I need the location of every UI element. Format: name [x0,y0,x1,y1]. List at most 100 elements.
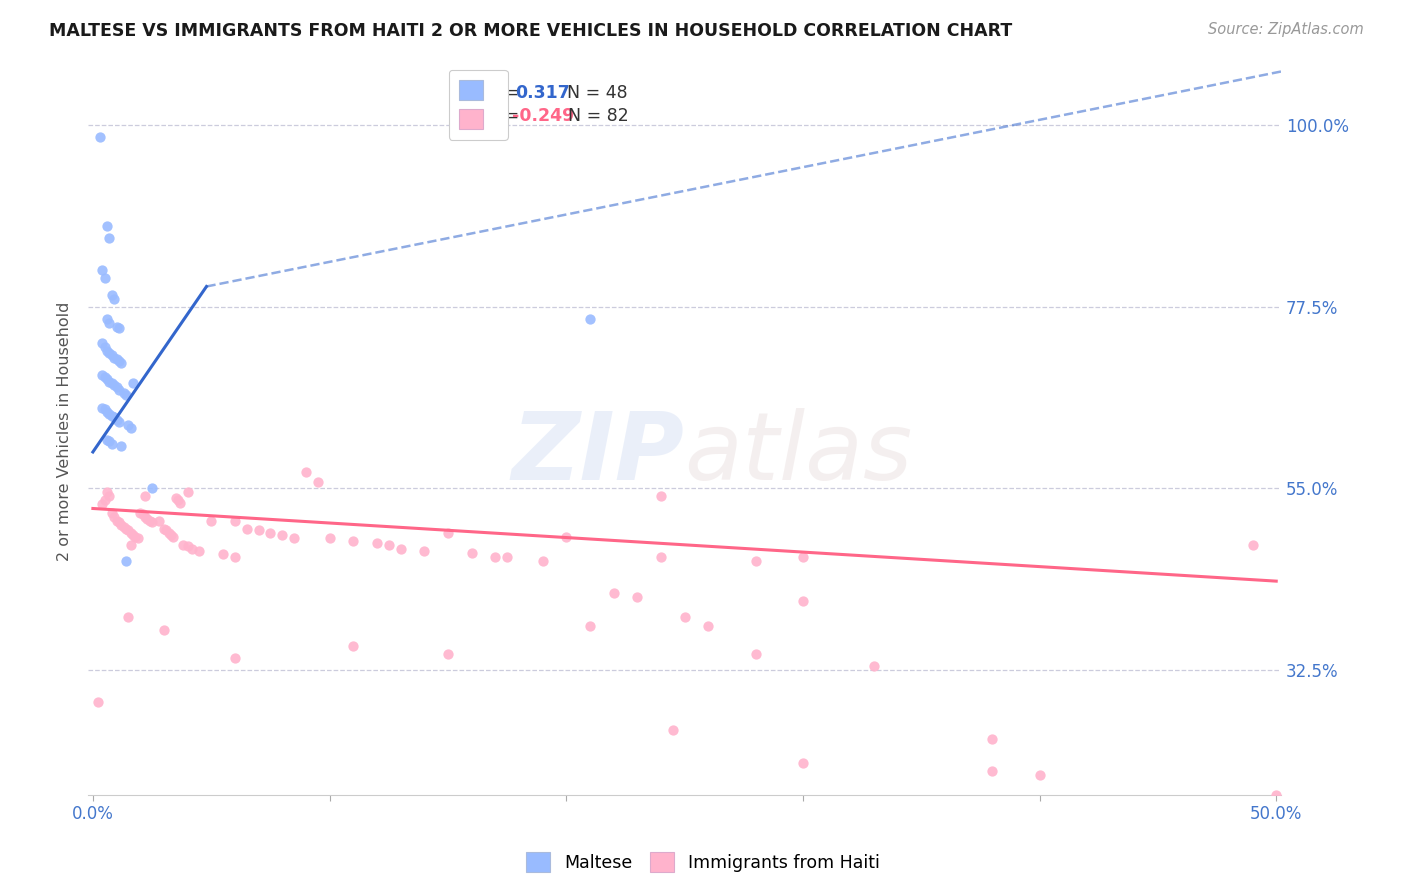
Point [120,421,142,435]
Point [744,647,766,661]
Point [101,437,124,451]
Point [96,344,118,359]
Point [181,541,204,556]
Point [101,409,124,423]
Point [120,538,142,552]
Point [98,231,121,245]
Point [1241,538,1264,552]
Point [212,548,235,562]
Point [101,348,124,362]
Point [1265,788,1288,802]
Point [105,319,128,334]
Point [120,525,142,540]
Point [103,410,125,425]
Point [377,538,399,552]
Text: N = 82: N = 82 [557,107,628,126]
Point [105,514,128,528]
Point [224,650,246,665]
Point [93,402,115,417]
Point [366,536,388,550]
Point [91,263,114,277]
Point [141,515,163,529]
Point [437,525,460,540]
Text: R =: R = [486,107,524,126]
Point [103,351,125,365]
Point [101,376,124,391]
Point [91,498,114,512]
Point [271,528,294,542]
Point [93,493,115,508]
Text: R =: R = [486,84,530,103]
Point [160,528,183,542]
Point [91,368,114,383]
Point [650,549,672,564]
Point [110,439,132,453]
Point [247,523,270,537]
Point [602,586,624,600]
Point [98,407,121,421]
Point [1028,768,1050,782]
Point [110,517,132,532]
Point [96,485,118,500]
Point [96,433,118,447]
Point [124,530,146,544]
Point [96,219,118,233]
Point [863,659,886,673]
Text: -0.249: -0.249 [512,107,574,126]
Point [86,695,108,709]
Point [96,372,118,386]
Point [413,544,436,558]
Text: ZIP: ZIP [512,408,685,500]
Point [650,489,672,503]
Point [579,311,602,326]
Point [105,352,128,367]
Point [172,538,194,552]
Text: MALTESE VS IMMIGRANTS FROM HAITI 2 OR MORE VEHICLES IN HOUSEHOLD CORRELATION CHA: MALTESE VS IMMIGRANTS FROM HAITI 2 OR MO… [49,22,1012,40]
Point [108,353,131,368]
Text: 0.317: 0.317 [515,84,569,103]
Point [108,383,131,397]
Point [98,316,121,330]
Point [103,378,125,392]
Point [134,509,156,524]
Point [744,554,766,568]
Point [98,489,121,503]
Point [122,528,145,542]
Text: N = 48: N = 48 [555,84,627,103]
Point [224,514,246,528]
Point [295,465,318,479]
Point [98,375,121,389]
Point [96,311,118,326]
Point [165,491,187,505]
Point [93,340,115,354]
Point [141,481,163,495]
Point [136,512,159,526]
Point [155,523,177,537]
Point [127,532,149,546]
Point [108,321,131,335]
Point [235,522,257,536]
Point [673,610,696,624]
Point [103,292,125,306]
Point [153,623,176,637]
Point [153,522,176,536]
Point [437,647,460,661]
Point [101,287,124,301]
Point [981,731,1004,746]
Point [697,618,720,632]
Point [176,485,198,500]
Point [108,515,131,529]
Legend: Maltese, Immigrants from Haiti: Maltese, Immigrants from Haiti [519,845,887,879]
Point [105,380,128,394]
Point [115,388,138,402]
Point [96,404,118,418]
Point [112,386,135,401]
Point [460,546,482,560]
Point [117,418,139,433]
Point [115,554,138,568]
Point [89,130,111,145]
Point [531,554,554,568]
Point [792,594,814,608]
Point [117,610,139,624]
Point [98,345,121,359]
